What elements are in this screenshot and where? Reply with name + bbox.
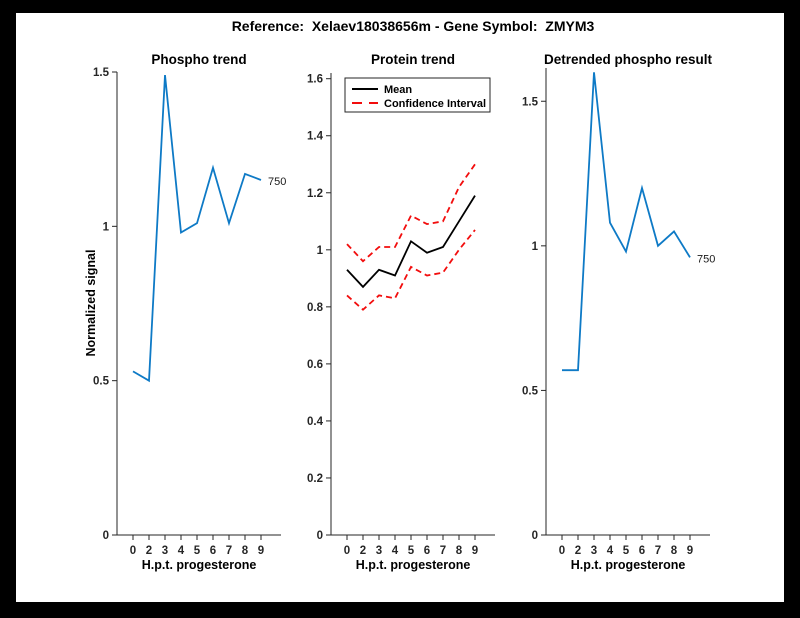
subplot-1: 00.20.40.60.811.21.41.60 2 3 4 5 6 7 8 9Protein …: [307, 52, 495, 572]
x-tick-label: 4: [607, 545, 614, 557]
x-tick-label: 3: [376, 545, 382, 557]
y-tick-label: 0.6: [307, 359, 323, 371]
x-tick-label: 8: [456, 545, 463, 557]
axis-spines: [545, 68, 710, 536]
x-tick-label: 9: [687, 545, 693, 557]
x-tick-label: 8: [671, 545, 678, 557]
series-line-confidence-upper: [346, 163, 476, 263]
legend-label: Mean: [384, 84, 412, 96]
y-tick-label: 1.2: [307, 188, 323, 200]
x-tick-label: 6: [210, 545, 216, 557]
x-tick-label: 6: [424, 545, 430, 557]
x-tick-label: 7: [655, 545, 661, 557]
y-tick-label: 1: [532, 241, 539, 253]
series-end-label: 750: [268, 176, 286, 188]
x-tick-label: 3: [162, 545, 168, 557]
x-axis-label: H.p.t. progesterone: [142, 558, 257, 572]
series-line-phospho-signal: [132, 75, 262, 383]
x-tick-label: 6: [639, 545, 645, 557]
x-tick-label: 0: [344, 545, 350, 557]
x-tick-label: 2: [146, 545, 152, 557]
x-tick-label: 5: [194, 545, 201, 557]
x-tick-label: 4: [178, 545, 185, 557]
y-tick-label: 1.5: [93, 67, 110, 79]
series-end-label: 750: [697, 253, 715, 265]
series-line-confidence-lower: [346, 229, 476, 311]
x-axis-label: H.p.t. progesterone: [571, 558, 686, 572]
x-tick-label: 2: [360, 545, 366, 557]
series-line-detrended-phospho-signal: [562, 72, 691, 372]
y-tick-label: 0.2: [307, 473, 323, 485]
x-tick-label: 4: [392, 545, 399, 557]
y-tick-label: 0.4: [307, 416, 324, 428]
y-tick-label: 0: [532, 530, 538, 542]
plot-title: Protein trend: [371, 52, 455, 67]
y-tick-label: 1.4: [307, 131, 324, 143]
plot-title: Phospho trend: [151, 52, 246, 67]
x-tick-label: 7: [226, 545, 232, 557]
y-tick-label: 1.6: [307, 74, 323, 86]
x-axis-label: H.p.t. progesterone: [356, 558, 471, 572]
y-axis-label: Normalized signal: [84, 250, 98, 357]
x-tick-label: 3: [591, 545, 597, 557]
figure-title: Reference: Xelaev18038656m - Gene Symbol…: [231, 18, 595, 34]
x-tick-label: 8: [242, 545, 249, 557]
series-line-mean: [346, 195, 476, 289]
x-tick-label: 9: [472, 545, 478, 557]
x-tick-label: 7: [440, 545, 446, 557]
y-tick-label: 0.8: [307, 302, 324, 314]
x-tick-label: 5: [408, 545, 415, 557]
y-tick-label: 0: [317, 530, 323, 542]
y-tick-label: 0.5: [522, 385, 539, 397]
x-tick-label: 0: [559, 545, 565, 557]
x-tick-label: 2: [575, 545, 581, 557]
plot-title: Detrended phospho result: [544, 52, 713, 67]
axis-spines: [116, 72, 281, 536]
x-tick-label: 5: [623, 545, 630, 557]
x-tick-label: 0: [130, 545, 136, 557]
y-tick-label: 1: [103, 221, 110, 233]
legend-label: Confidence Interval: [384, 98, 486, 110]
x-tick-label: 9: [258, 545, 264, 557]
y-tick-label: 0: [103, 530, 109, 542]
y-tick-label: 0.5: [93, 376, 110, 388]
legend-box: [344, 77, 491, 113]
y-tick-label: 1.5: [522, 96, 539, 108]
y-tick-label: 1: [317, 245, 324, 257]
